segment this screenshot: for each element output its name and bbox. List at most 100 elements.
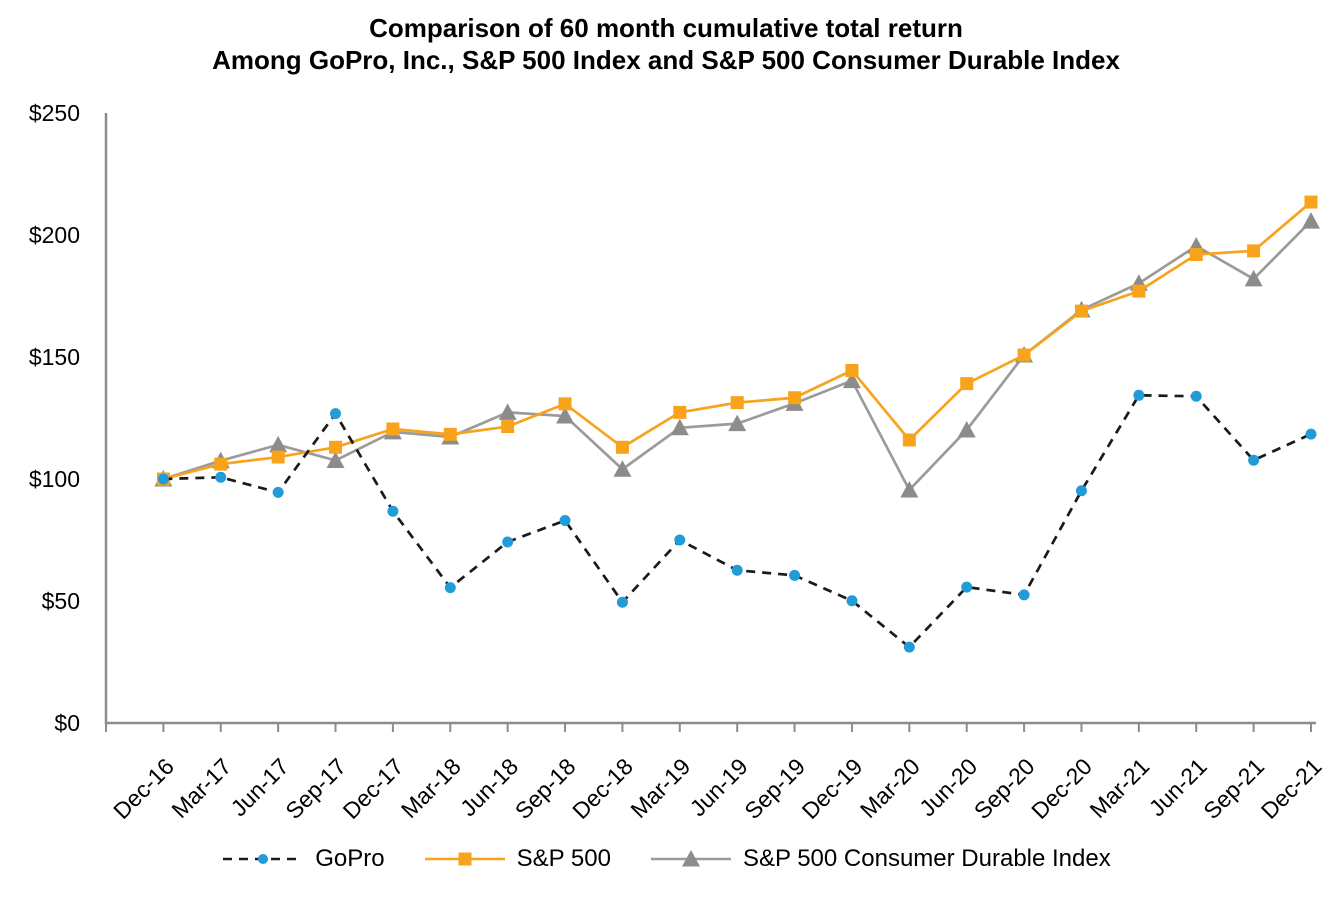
marker-gopro <box>157 473 169 485</box>
marker-sp500 <box>730 396 744 410</box>
x-axis-tick-label: Mar-19 <box>625 753 695 823</box>
marker-gopro <box>789 569 801 581</box>
marker-gopro <box>674 534 686 546</box>
y-axis-tick-label: $150 <box>29 344 80 370</box>
marker-gopro <box>1305 428 1317 440</box>
chart-title: Comparison of 60 month cumulative total … <box>0 12 1332 76</box>
y-axis-tick-label: $200 <box>29 222 80 248</box>
x-axis-tick-label: Mar-18 <box>396 753 466 823</box>
y-axis-tick-label: $0 <box>54 710 80 736</box>
marker-gopro <box>903 641 915 653</box>
marker-consumer-durable <box>498 403 517 420</box>
sp500-square-marker-icon <box>458 852 472 866</box>
marker-consumer-durable <box>1302 212 1320 229</box>
x-axis-tick-label: Mar-21 <box>1084 753 1154 823</box>
x-axis-tick-label: Jun-20 <box>914 753 982 821</box>
x-axis-tick-label: Jun-19 <box>685 753 753 821</box>
consumer-durable-line-sample-icon <box>650 850 731 867</box>
x-axis-tick-label: Mar-17 <box>166 753 236 823</box>
x-axis-tick-label: Sep-19 <box>739 753 810 824</box>
marker-sp500 <box>673 405 687 419</box>
x-axis-tick-label: Dec-17 <box>338 753 409 824</box>
x-axis-tick-label: Dec-20 <box>1026 753 1097 824</box>
chart-title-line-1: Comparison of 60 month cumulative total … <box>369 13 963 43</box>
marker-gopro <box>502 536 514 548</box>
y-axis-tick-label: $50 <box>42 588 80 614</box>
x-axis-tick-label: Sep-18 <box>510 753 581 824</box>
legend-item-gopro: GoPro <box>221 845 385 873</box>
marker-sp500 <box>1189 248 1203 262</box>
marker-gopro <box>444 582 456 594</box>
marker-consumer-durable <box>842 371 861 389</box>
marker-sp500 <box>214 457 228 471</box>
marker-consumer-durable <box>556 407 575 424</box>
marker-sp500 <box>615 440 629 454</box>
gopro-circle-marker-icon <box>258 854 269 864</box>
marker-sp500 <box>788 391 802 405</box>
marker-gopro <box>272 486 284 498</box>
marker-gopro <box>731 564 743 576</box>
marker-gopro <box>961 581 973 593</box>
marker-consumer-durable <box>728 414 747 432</box>
marker-gopro <box>1190 390 1202 402</box>
gopro-line-sample-icon <box>223 854 304 864</box>
marker-consumer-durable <box>900 480 919 498</box>
marker-gopro <box>559 514 571 526</box>
marker-gopro <box>1248 454 1260 466</box>
x-axis-tick-label: Dec-16 <box>108 753 179 824</box>
marker-gopro <box>1018 589 1030 601</box>
marker-consumer-durable <box>613 460 632 477</box>
x-axis-tick-label: Dec-21 <box>1256 753 1327 824</box>
marker-sp500 <box>443 427 457 441</box>
marker-gopro <box>846 595 858 607</box>
marker-sp500 <box>845 363 859 377</box>
legend-label-sp500: S&P 500 <box>516 845 611 872</box>
chart-plot-area: $0$50$100$150$200$250Dec-16Mar-17Jun-17S… <box>29 100 1327 824</box>
sp500-line-sample-icon <box>424 852 505 866</box>
y-axis-tick-label: $100 <box>29 466 80 492</box>
consumer-durable-triangle-marker-icon <box>681 850 700 867</box>
x-axis-tick-label: Sep-17 <box>280 753 351 824</box>
legend-item-sp500: S&P 500 <box>423 845 611 873</box>
x-axis-tick-label: Jun-18 <box>455 753 523 821</box>
marker-sp500 <box>558 397 572 411</box>
x-axis-tick-label: Mar-20 <box>855 753 925 823</box>
marker-gopro <box>616 596 628 608</box>
series-line-sp500 <box>163 201 1312 481</box>
axis-lines <box>104 113 1316 725</box>
marker-sp500 <box>501 420 515 434</box>
series-line-gopro <box>163 393 1312 649</box>
marker-sp500 <box>960 377 974 391</box>
marker-sp500 <box>1247 244 1261 258</box>
marker-gopro <box>330 408 342 420</box>
x-axis-tick-label: Jun-17 <box>226 753 294 821</box>
marker-sp500 <box>902 433 916 447</box>
marker-sp500 <box>1017 348 1031 362</box>
marker-sp500 <box>386 422 400 436</box>
legend-label-consumer-durable: S&P 500 Consumer Durable Index <box>742 845 1111 872</box>
marker-gopro <box>1133 389 1145 401</box>
marker-gopro <box>215 471 227 483</box>
chart-legend: GoPro S&P 500 S&P 500 Consumer Durable I… <box>0 840 1332 878</box>
y-axis-tick-label: $250 <box>29 100 80 126</box>
x-axis-tick-label: Jun-21 <box>1144 753 1212 821</box>
marker-sp500 <box>1132 284 1146 298</box>
marker-sp500 <box>271 450 285 464</box>
marker-sp500 <box>1074 304 1088 318</box>
marker-consumer-durable <box>269 435 288 453</box>
x-axis-tick-label: Dec-19 <box>797 753 868 824</box>
marker-consumer-durable <box>326 451 345 468</box>
marker-sp500 <box>1304 195 1318 209</box>
marker-gopro <box>1075 485 1087 497</box>
x-axis-tick-label: Sep-20 <box>969 753 1040 824</box>
chart-title-line-2: Among GoPro, Inc., S&P 500 Index and S&P… <box>212 45 1120 75</box>
marker-consumer-durable <box>1244 269 1263 287</box>
legend-label-gopro: GoPro <box>315 845 385 872</box>
x-axis-tick-label: Dec-18 <box>567 753 638 824</box>
marker-sp500 <box>329 440 343 454</box>
marker-consumer-durable <box>670 418 689 436</box>
marker-gopro <box>387 505 399 517</box>
x-axis-tick-label: Sep-21 <box>1198 753 1269 824</box>
legend-item-consumer-durable: S&P 500 Consumer Durable Index <box>649 845 1111 873</box>
marker-consumer-durable <box>957 420 976 438</box>
